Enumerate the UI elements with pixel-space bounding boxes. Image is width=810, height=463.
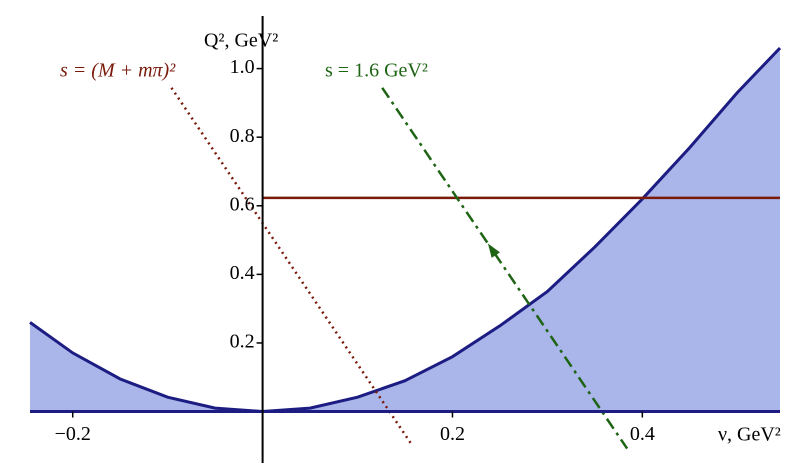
area-fill [30, 48, 780, 412]
y-axis-label: Q², GeV² [204, 30, 278, 52]
y-tick-label: 1.0 [230, 56, 255, 78]
curve [29, 46, 782, 414]
y-tick-label: 0.4 [230, 262, 255, 284]
annotation: s = (M + mπ)² [60, 60, 176, 82]
y-tick-label: 0.6 [230, 193, 255, 215]
curve [381, 87, 629, 450]
x-axis-label: ν, GeV² [718, 424, 781, 446]
x-tick-label: −0.2 [55, 423, 91, 445]
x-tick-label: 0.4 [630, 423, 655, 445]
arrow-head [487, 243, 500, 258]
x-tick-label: 0.2 [440, 423, 465, 445]
annotation: s = 1.6 GeV² [325, 60, 428, 82]
y-tick-label: 0.2 [230, 331, 255, 353]
y-tick-label: 0.8 [230, 125, 255, 147]
